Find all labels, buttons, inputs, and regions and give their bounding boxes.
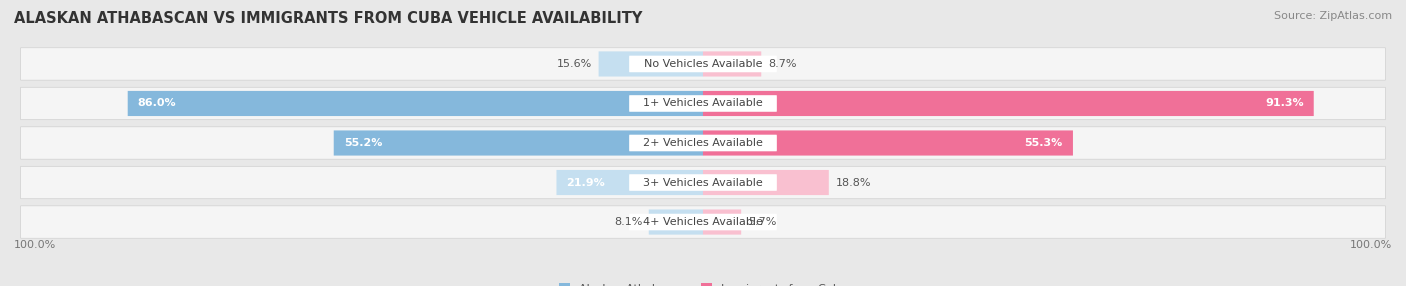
- Text: No Vehicles Available: No Vehicles Available: [644, 59, 762, 69]
- Text: 100.0%: 100.0%: [1350, 241, 1392, 251]
- Text: 5.7%: 5.7%: [748, 217, 776, 227]
- Text: 18.8%: 18.8%: [835, 178, 870, 188]
- FancyBboxPatch shape: [703, 170, 828, 195]
- FancyBboxPatch shape: [21, 48, 1385, 80]
- FancyBboxPatch shape: [628, 214, 778, 230]
- FancyBboxPatch shape: [703, 51, 761, 77]
- FancyBboxPatch shape: [333, 130, 703, 156]
- FancyBboxPatch shape: [703, 130, 1073, 156]
- FancyBboxPatch shape: [599, 51, 703, 77]
- Text: 15.6%: 15.6%: [557, 59, 592, 69]
- Text: Source: ZipAtlas.com: Source: ZipAtlas.com: [1274, 11, 1392, 21]
- Text: 55.2%: 55.2%: [344, 138, 382, 148]
- Text: 100.0%: 100.0%: [14, 241, 56, 251]
- Text: 91.3%: 91.3%: [1265, 98, 1303, 108]
- Text: 8.7%: 8.7%: [768, 59, 796, 69]
- Text: 4+ Vehicles Available: 4+ Vehicles Available: [643, 217, 763, 227]
- Text: 55.3%: 55.3%: [1025, 138, 1063, 148]
- Text: ALASKAN ATHABASCAN VS IMMIGRANTS FROM CUBA VEHICLE AVAILABILITY: ALASKAN ATHABASCAN VS IMMIGRANTS FROM CU…: [14, 11, 643, 26]
- FancyBboxPatch shape: [21, 166, 1385, 199]
- FancyBboxPatch shape: [648, 209, 703, 235]
- FancyBboxPatch shape: [703, 91, 1313, 116]
- Legend: Alaskan Athabascan, Immigrants from Cuba: Alaskan Athabascan, Immigrants from Cuba: [560, 283, 846, 286]
- Text: 21.9%: 21.9%: [567, 178, 606, 188]
- Text: 8.1%: 8.1%: [614, 217, 643, 227]
- Text: 3+ Vehicles Available: 3+ Vehicles Available: [643, 178, 763, 188]
- Text: 86.0%: 86.0%: [138, 98, 176, 108]
- FancyBboxPatch shape: [21, 127, 1385, 159]
- Text: 1+ Vehicles Available: 1+ Vehicles Available: [643, 98, 763, 108]
- FancyBboxPatch shape: [703, 209, 741, 235]
- FancyBboxPatch shape: [21, 206, 1385, 238]
- FancyBboxPatch shape: [628, 135, 778, 151]
- FancyBboxPatch shape: [628, 95, 778, 112]
- FancyBboxPatch shape: [557, 170, 703, 195]
- FancyBboxPatch shape: [128, 91, 703, 116]
- Text: 2+ Vehicles Available: 2+ Vehicles Available: [643, 138, 763, 148]
- FancyBboxPatch shape: [628, 174, 778, 191]
- FancyBboxPatch shape: [21, 87, 1385, 120]
- FancyBboxPatch shape: [628, 56, 778, 72]
